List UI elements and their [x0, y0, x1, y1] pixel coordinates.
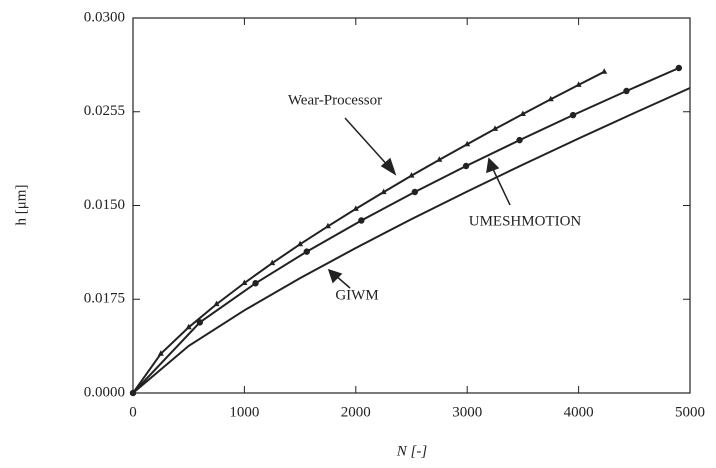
- x-tick-label: 0: [129, 404, 137, 420]
- arrow-head: [380, 157, 397, 176]
- marker: [492, 125, 499, 131]
- arrow-head: [486, 157, 500, 174]
- marker: [516, 136, 523, 144]
- series-label: UMESHMOTION: [469, 213, 582, 229]
- arrow-head: [327, 268, 343, 284]
- y-axis-label: h [μm]: [13, 185, 29, 226]
- marker: [462, 162, 470, 170]
- marker: [380, 188, 387, 195]
- y-tick-label: 0.0150: [84, 197, 125, 213]
- marker: [436, 156, 443, 162]
- arrow: [344, 117, 391, 169]
- marker: [297, 240, 304, 247]
- arrows: [327, 117, 511, 289]
- series-line: [132, 67, 680, 394]
- marker: [213, 300, 220, 307]
- marker: [157, 350, 164, 356]
- y-tick-label: 0.0000: [84, 384, 125, 400]
- marker: [601, 68, 608, 74]
- marker: [519, 110, 526, 116]
- marker: [352, 205, 359, 211]
- x-axis-label: N [-]: [396, 443, 428, 459]
- series-label: Wear-Processor: [288, 92, 382, 108]
- marker: [411, 188, 419, 196]
- series-label: GIWM: [335, 287, 378, 303]
- x-tick-label: 4000: [564, 404, 594, 420]
- marker: [675, 64, 683, 72]
- x-tick-label: 3000: [452, 404, 482, 420]
- y-tick-label: 0.0255: [84, 103, 125, 119]
- y-tick-label: 0.0300: [84, 9, 125, 25]
- marker: [623, 87, 630, 95]
- marker: [569, 111, 577, 119]
- marker: [196, 319, 204, 326]
- series-line: [132, 70, 605, 394]
- marker: [575, 81, 582, 87]
- series-line: [132, 87, 691, 394]
- y-tick-label: 0.0175: [84, 291, 125, 307]
- marker: [252, 280, 259, 287]
- plot-frame: [132, 17, 691, 394]
- marker: [241, 279, 248, 285]
- x-tick-label: 5000: [675, 404, 705, 420]
- marker: [408, 172, 415, 178]
- marker: [324, 222, 331, 229]
- marker: [464, 140, 471, 147]
- marker: [547, 95, 554, 102]
- marker: [358, 217, 365, 224]
- marker: [303, 248, 310, 255]
- x-tick-label: 1000: [229, 404, 259, 420]
- arrow: [491, 166, 511, 206]
- marker: [269, 259, 276, 266]
- marker: [185, 323, 192, 330]
- x-tick-label: 2000: [341, 404, 371, 420]
